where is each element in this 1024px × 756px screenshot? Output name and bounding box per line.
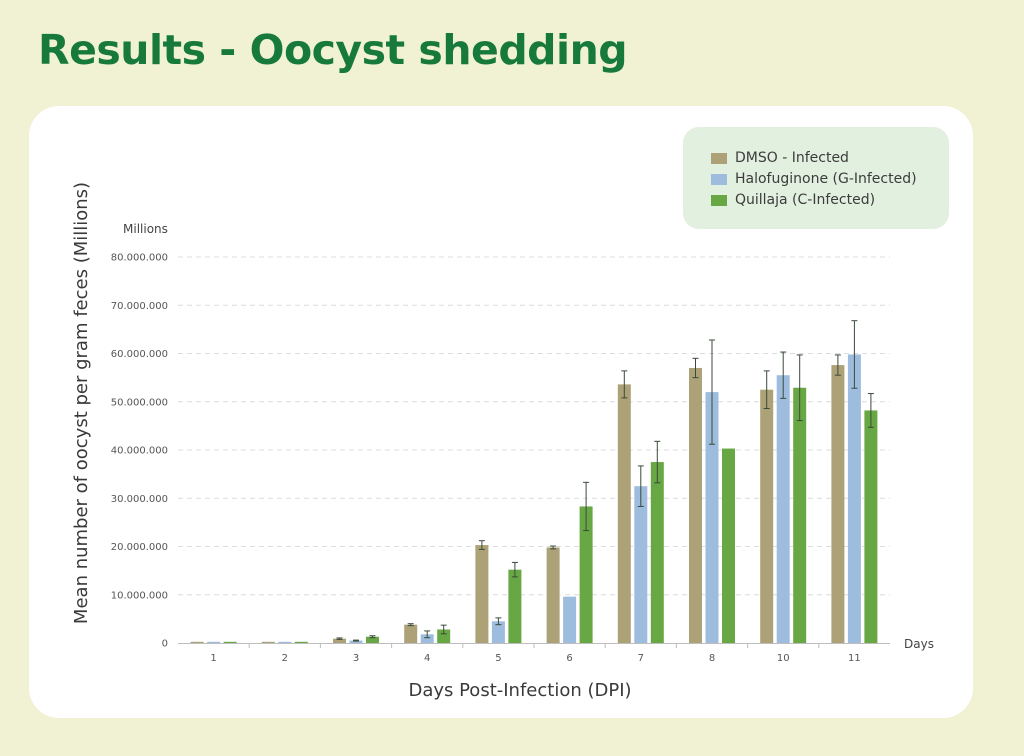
bar [776,375,790,643]
bar [223,641,237,643]
y-axis-title: Mean number of oocyst per gram feces (Mi… [71,182,92,624]
x-tick-label: 5 [495,653,501,664]
bar [437,629,451,643]
y-tick-label: 60.000.000 [111,349,168,360]
bar [420,634,434,643]
x-tick-label: 7 [638,653,644,664]
legend-item-dmso: DMSO - Infected [711,148,849,168]
legend-label-halofuginone: Halofuginone (G-Infected) [735,171,917,187]
chart-legend: DMSO - Infected Halofuginone (G-Infected… [683,127,949,229]
x-tick-label: 6 [566,653,572,664]
x-tick-label: 4 [424,653,430,664]
legend-swatch-dmso [711,152,727,164]
bar [689,367,702,643]
x-tick-label: 2 [282,653,288,664]
legend-item-quillaja: Quillaja (C-Infected) [711,190,875,210]
bar [404,624,418,643]
y-tick-label: 40.000.000 [111,446,168,457]
bar [190,641,204,643]
bar [475,545,489,643]
bar [760,389,774,643]
y-tick-label: 0 [162,639,168,650]
legend-item-halofuginone: Halofuginone (G-Infected) [711,169,917,189]
y-tick-label: 80.000.000 [111,253,168,264]
bar [333,638,346,643]
y-tick-label: 50.000.000 [111,397,168,408]
bar [546,547,560,643]
bar [508,569,522,643]
y-tick-label: 30.000.000 [111,494,168,505]
bar [207,641,221,643]
bar [650,462,664,643]
bar [847,354,861,643]
bar [617,384,631,643]
bar [634,486,648,643]
bar [278,641,292,643]
legend-swatch-quillaja [711,194,727,206]
bar [793,387,807,643]
bar [864,410,878,643]
y-tick-label: 20.000.000 [111,542,168,553]
bar [722,448,735,643]
x-tick-label: 3 [353,653,359,664]
x-tick-label: 10 [777,653,790,664]
x-axis-title: Days Post-Infection (DPI) [408,680,631,701]
legend-swatch-halofuginone [711,173,727,185]
y-tick-label: 10.000.000 [111,590,168,601]
page-title: Results - Oocyst shedding [38,26,628,74]
legend-label-dmso: DMSO - Infected [735,150,849,166]
x-tick-label: 8 [709,653,715,664]
x-unit-label: Days [904,637,934,651]
bar [491,621,505,643]
bar [579,506,593,643]
bar [261,641,275,643]
legend-label-quillaja: Quillaja (C-Infected) [735,192,876,208]
bar [831,365,845,643]
y-tick-label: 70.000.000 [111,301,168,312]
x-tick-label: 1 [210,653,216,664]
bar [705,392,719,643]
bar [349,640,363,643]
bar [563,596,577,643]
bar [294,641,308,643]
x-tick-label: 11 [848,653,861,664]
bar [366,636,379,643]
y-unit-label: Millions [123,222,168,236]
